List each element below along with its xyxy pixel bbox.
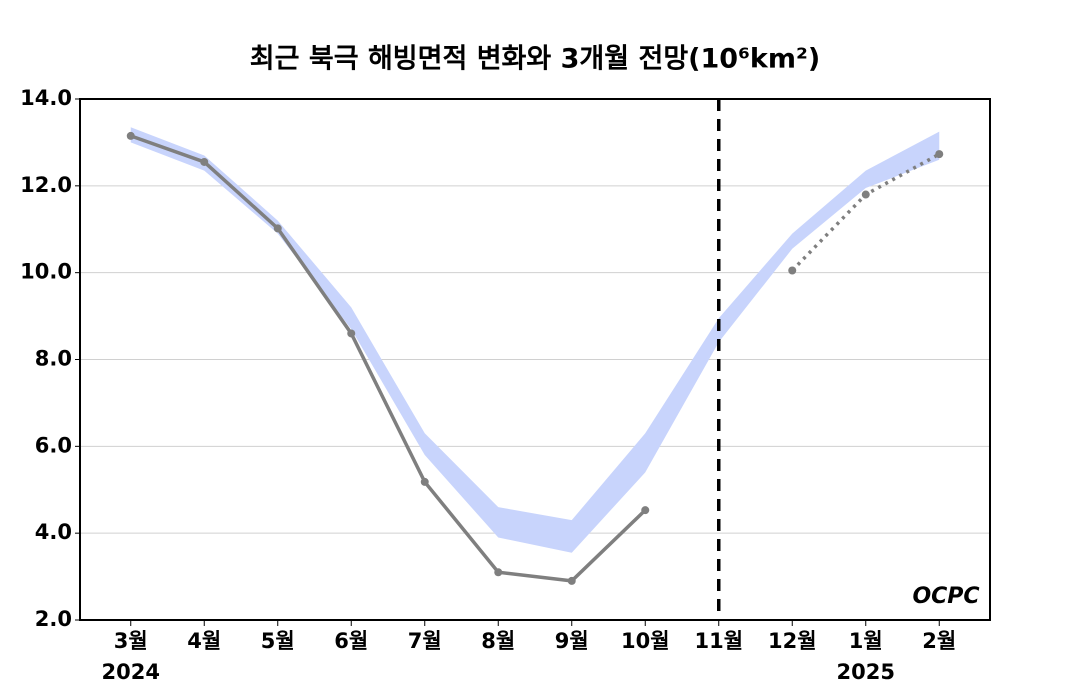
x-tick-label: 2월 <box>922 629 956 653</box>
y-tick-label: 8.0 <box>35 347 72 371</box>
forecast-band <box>130 127 940 553</box>
y-tick-label: 14.0 <box>20 86 72 110</box>
year-label: 2025 <box>837 660 895 684</box>
x-tick-label: 11월 <box>694 629 743 653</box>
y-tick-label: 4.0 <box>35 520 72 544</box>
year-label: 2024 <box>102 660 160 684</box>
x-tick-label: 7월 <box>408 629 442 653</box>
x-tick-label: 9월 <box>555 629 589 653</box>
data-point <box>788 266 797 275</box>
data-point <box>935 150 944 159</box>
x-tick-label: 12월 <box>768 629 817 653</box>
x-tick-label: 1월 <box>849 629 883 653</box>
data-point <box>126 131 135 140</box>
data-point <box>420 477 429 486</box>
y-tick-label: 10.0 <box>20 260 72 284</box>
data-point <box>200 157 209 166</box>
data-point <box>641 506 650 515</box>
y-tick-label: 12.0 <box>20 173 72 197</box>
x-tick-label: 4월 <box>187 629 221 653</box>
data-point <box>861 190 870 199</box>
x-tick-label: 3월 <box>114 629 148 653</box>
data-point <box>494 568 503 577</box>
data-point <box>347 329 356 338</box>
x-tick-label: 10월 <box>621 629 670 653</box>
x-tick-label: 6월 <box>334 629 368 653</box>
y-tick-label: 6.0 <box>35 433 72 457</box>
x-tick-label: 5월 <box>261 629 295 653</box>
plot-frame <box>79 98 991 621</box>
data-point <box>273 224 282 233</box>
x-tick-label: 8월 <box>481 629 515 653</box>
logo: OCPC <box>912 584 979 609</box>
data-point <box>567 576 576 585</box>
chart-title: 최근 북극 해빙면적 변화와 3개월 전망(10⁶km²) <box>250 44 820 75</box>
series-line <box>130 134 647 583</box>
y-tick-label: 2.0 <box>35 607 72 631</box>
